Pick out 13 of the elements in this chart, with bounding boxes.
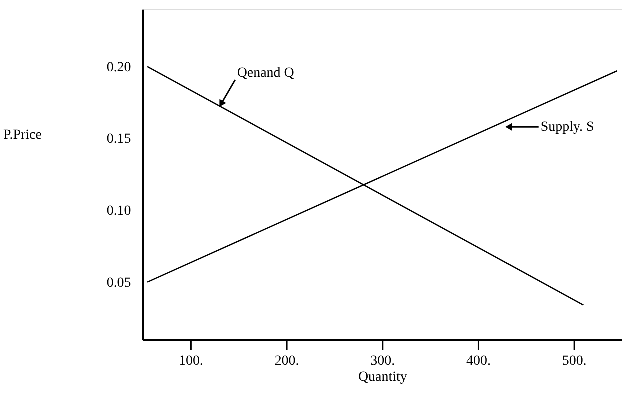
x-tick-label: 100. bbox=[178, 354, 204, 370]
y-tick-label: 0.10 bbox=[106, 204, 132, 219]
y-tick-label: 0.20 bbox=[106, 60, 132, 76]
y-tick-label: 0.15 bbox=[106, 132, 132, 148]
x-tick-label: 500. bbox=[562, 354, 587, 370]
annotation: Supply. S bbox=[540, 120, 594, 136]
x-tick-label: 300. bbox=[370, 354, 396, 370]
annotation: Qenand Q bbox=[237, 66, 294, 82]
x-axis-title: Quantity bbox=[358, 370, 408, 386]
y-axis-title: P.Price bbox=[3, 128, 42, 144]
y-tick-label: 0.05 bbox=[106, 276, 132, 291]
x-tick-label: 400. bbox=[466, 354, 491, 370]
x-tick-label: 200. bbox=[274, 354, 300, 370]
